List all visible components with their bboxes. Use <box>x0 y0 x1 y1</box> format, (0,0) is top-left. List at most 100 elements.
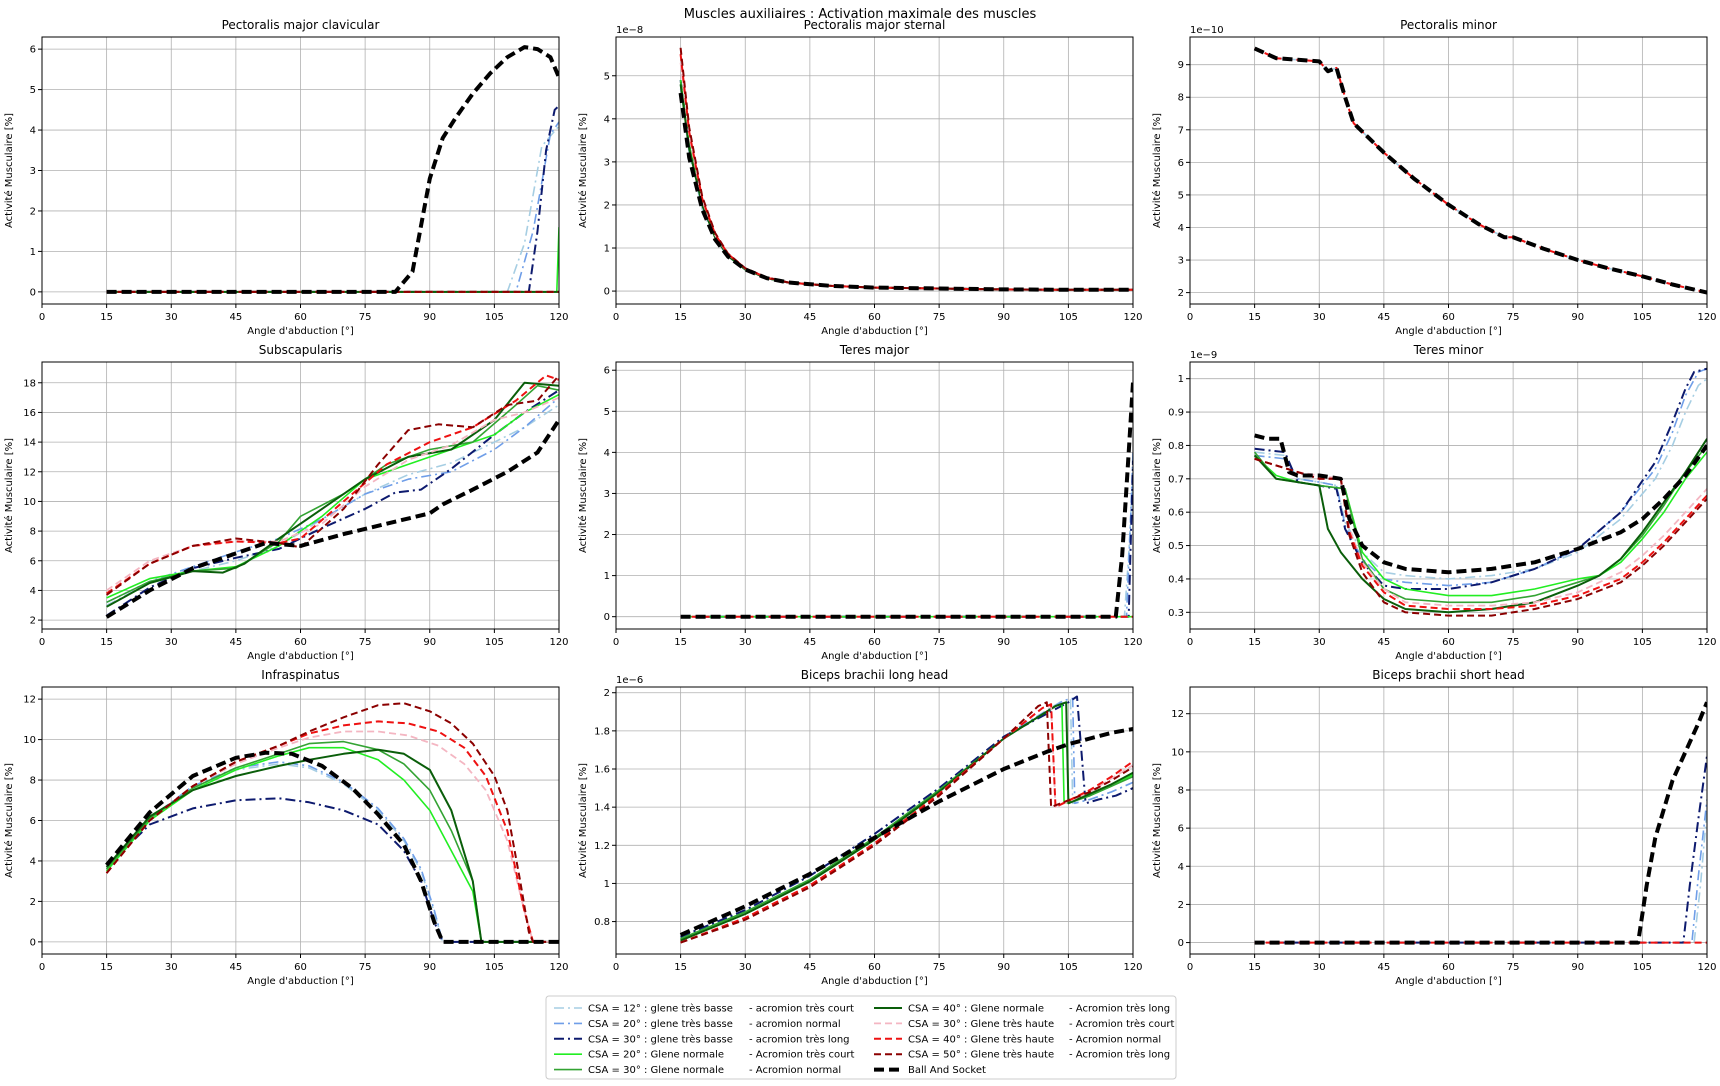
y-tick-label: 3 <box>604 157 610 168</box>
legend-sublabel: - acromion normal <box>749 1019 841 1030</box>
x-tick-label: 15 <box>1248 637 1261 648</box>
series-line-s20 <box>106 396 559 604</box>
series-line-g20 <box>106 227 559 293</box>
series-line-g20 <box>679 79 1133 291</box>
y-tick-label: 1.2 <box>594 841 610 852</box>
x-tick-label: 60 <box>1442 962 1455 973</box>
x-tick-label: 105 <box>1633 312 1652 323</box>
x-axis-label: Angle d'abduction [°] <box>821 651 928 662</box>
legend-label: CSA = 30° : Glene normale <box>588 1065 724 1076</box>
series-line-s12 <box>1254 809 1707 944</box>
x-tick-label: 120 <box>549 312 568 323</box>
x-tick-label: 75 <box>933 312 946 323</box>
x-axis-label: Angle d'abduction [°] <box>247 976 354 987</box>
legend-sublabel: - Acromion normal <box>749 1065 841 1076</box>
series-line-g30 <box>679 82 1133 291</box>
x-tick-label: 0 <box>1187 312 1193 323</box>
x-tick-label: 60 <box>294 637 307 648</box>
x-tick-label: 105 <box>485 312 504 323</box>
subplot-8: 0 15 30 45 60 75 90 105 120 0.8 1 1.2 1.4 1.6 1.8 2 Bice… <box>577 668 1143 987</box>
x-tick-label: 120 <box>1123 962 1142 973</box>
x-tick-label: 75 <box>359 962 372 973</box>
x-tick-label: 75 <box>359 637 372 648</box>
x-tick-label: 90 <box>423 312 436 323</box>
y-tick-label: 1.4 <box>594 803 610 814</box>
legend-sublabel: - acromion très long <box>749 1033 850 1045</box>
series-line-g40 <box>679 84 1133 291</box>
y-tick-label: 1.6 <box>594 765 610 776</box>
y-tick-label: 2 <box>604 688 610 699</box>
subplot-4: 0 15 30 45 60 75 90 105 120 2 4 6 8 10 12 14 16 18 Subscap… <box>3 343 569 662</box>
legend-label: Ball And Socket <box>908 1065 986 1076</box>
y-tick-label: 10 <box>1171 747 1184 758</box>
series-line-h40 <box>1254 457 1707 610</box>
subplot-title: Teres minor <box>1413 343 1484 357</box>
series-line-h40 <box>679 54 1133 291</box>
x-tick-label: 75 <box>1507 637 1520 648</box>
y-tick-label: 0.6 <box>1168 508 1184 519</box>
legend-sublabel: - Acromion très court <box>1069 1018 1175 1030</box>
x-tick-label: 105 <box>1633 637 1652 648</box>
y-tick-label: 16 <box>23 408 36 419</box>
y-tick-label: 12 <box>23 695 36 706</box>
series-line-s30 <box>106 389 559 617</box>
x-tick-label: 120 <box>1123 312 1142 323</box>
axis-multiplier: 1e−9 <box>1190 350 1217 361</box>
y-tick-label: 12 <box>23 467 36 478</box>
subplot-7: 0 15 30 45 60 75 90 105 120 0 2 4 6 8 10 12 Infraspinatu… <box>3 668 569 987</box>
legend-entry-h30: CSA = 30° : Glene très haute - Acromion t… <box>874 1018 1175 1030</box>
series-line-s30 <box>680 695 1133 938</box>
legend-label: CSA = 20° : glene très basse <box>588 1018 733 1030</box>
y-tick-label: 14 <box>23 438 36 449</box>
x-tick-label: 60 <box>868 312 881 323</box>
x-tick-label: 45 <box>230 962 243 973</box>
series-group <box>105 374 559 619</box>
x-tick-label: 105 <box>1633 962 1652 973</box>
y-tick-label: 2 <box>604 200 610 211</box>
x-tick-label: 105 <box>485 962 504 973</box>
series-line-h40 <box>1254 47 1707 294</box>
x-tick-label: 75 <box>933 962 946 973</box>
x-tick-label: 75 <box>1507 312 1520 323</box>
series-line-s20 <box>679 84 1133 291</box>
y-tick-label: 3 <box>1178 256 1184 267</box>
x-tick-label: 75 <box>359 312 372 323</box>
y-tick-label: 4 <box>604 448 610 459</box>
y-tick-label: 0 <box>30 937 36 948</box>
x-tick-label: 120 <box>549 962 568 973</box>
series-line-h30 <box>679 62 1133 291</box>
series-group <box>106 45 559 294</box>
series-line-s20 <box>680 697 1133 938</box>
series-line-h40 <box>680 703 1133 944</box>
series-group <box>679 695 1133 944</box>
y-tick-label: 1 <box>30 247 36 258</box>
x-tick-label: 15 <box>100 962 113 973</box>
legend-frame <box>545 995 1177 1080</box>
legend: CSA = 12° : glene très basse - acromion t… <box>545 995 1177 1080</box>
x-tick-label: 45 <box>230 312 243 323</box>
y-tick-label: 3 <box>30 166 36 177</box>
series-line-s12 <box>106 125 559 293</box>
x-tick-label: 30 <box>739 962 752 973</box>
x-tick-label: 45 <box>1378 637 1391 648</box>
legend-entry-g40: CSA = 40° : Glene normale - Acromion très… <box>874 1003 1170 1015</box>
legend-entry-s20: CSA = 20° : glene très basse - acromion n… <box>554 1018 841 1030</box>
y-tick-label: 2 <box>30 897 36 908</box>
legend-entry-g30: CSA = 30° : Glene normale - Acromion norm… <box>554 1065 841 1076</box>
y-tick-label: 1 <box>1178 374 1184 385</box>
series-group <box>1254 701 1707 945</box>
x-tick-label: 105 <box>1059 637 1078 648</box>
series-line-s30 <box>106 105 559 293</box>
x-tick-label: 0 <box>1187 962 1193 973</box>
x-tick-label: 15 <box>674 962 687 973</box>
y-tick-label: 5 <box>1178 190 1184 201</box>
x-tick-label: 105 <box>1059 312 1078 323</box>
x-tick-label: 75 <box>1507 962 1520 973</box>
series-line-h30 <box>680 705 1133 944</box>
y-tick-label: 0 <box>604 287 610 298</box>
legend-entry-s12: CSA = 12° : glene très basse - acromion t… <box>554 1003 854 1015</box>
series-group <box>1253 46 1707 295</box>
